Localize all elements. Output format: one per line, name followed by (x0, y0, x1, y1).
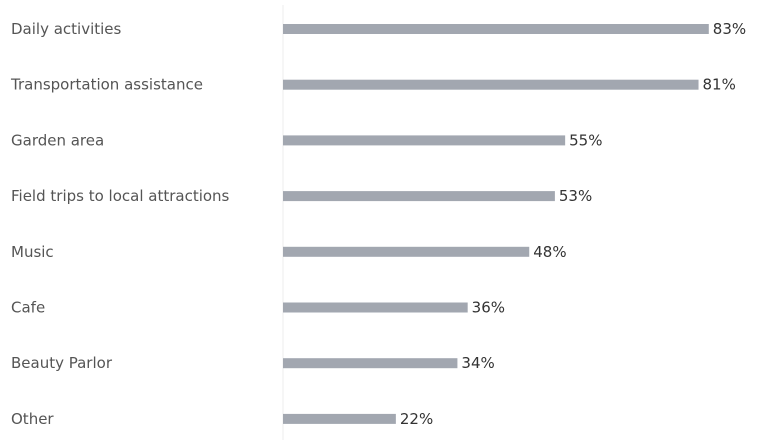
category-label-cafe: Cafe (11, 299, 45, 317)
bar-music (283, 246, 530, 257)
category-label-beauty-parlor: Beauty Parlor (11, 354, 113, 372)
value-label-beauty-parlor: 34% (461, 354, 494, 372)
bar-garden-area (283, 135, 566, 146)
bar-daily-activities (283, 24, 709, 34)
bar-field-trips-to-local-attractions (283, 191, 555, 202)
category-label-music: Music (11, 243, 54, 261)
category-label-other: Other (11, 410, 54, 428)
bar-transportation-assistance (283, 79, 699, 90)
category-label-garden-area: Garden area (11, 131, 104, 149)
value-label-transportation-assistance: 81% (703, 76, 736, 94)
category-label-daily-activities: Daily activities (11, 20, 122, 38)
category-labels: Daily activities Transportation assistanc… (10, 20, 230, 428)
value-label-field-trips-to-local-attractions: 53% (559, 187, 592, 205)
bar-beauty-parlor (283, 358, 458, 369)
bars (283, 24, 709, 424)
bar-other (283, 413, 396, 424)
value-label-cafe: 36% (472, 299, 505, 317)
value-label-music: 48% (533, 243, 566, 261)
value-label-garden-area: 55% (569, 131, 602, 149)
value-labels: 83% 81% 55% 53% 48% 36% 34% 22% (400, 20, 746, 428)
category-label-field-trips-to-local-attractions: Field trips to local attractions (11, 187, 230, 205)
value-label-daily-activities: 83% (713, 20, 746, 38)
value-label-other: 22% (400, 410, 433, 428)
category-label-transportation-assistance: Transportation assistance (10, 76, 203, 94)
bar-cafe (283, 302, 468, 313)
